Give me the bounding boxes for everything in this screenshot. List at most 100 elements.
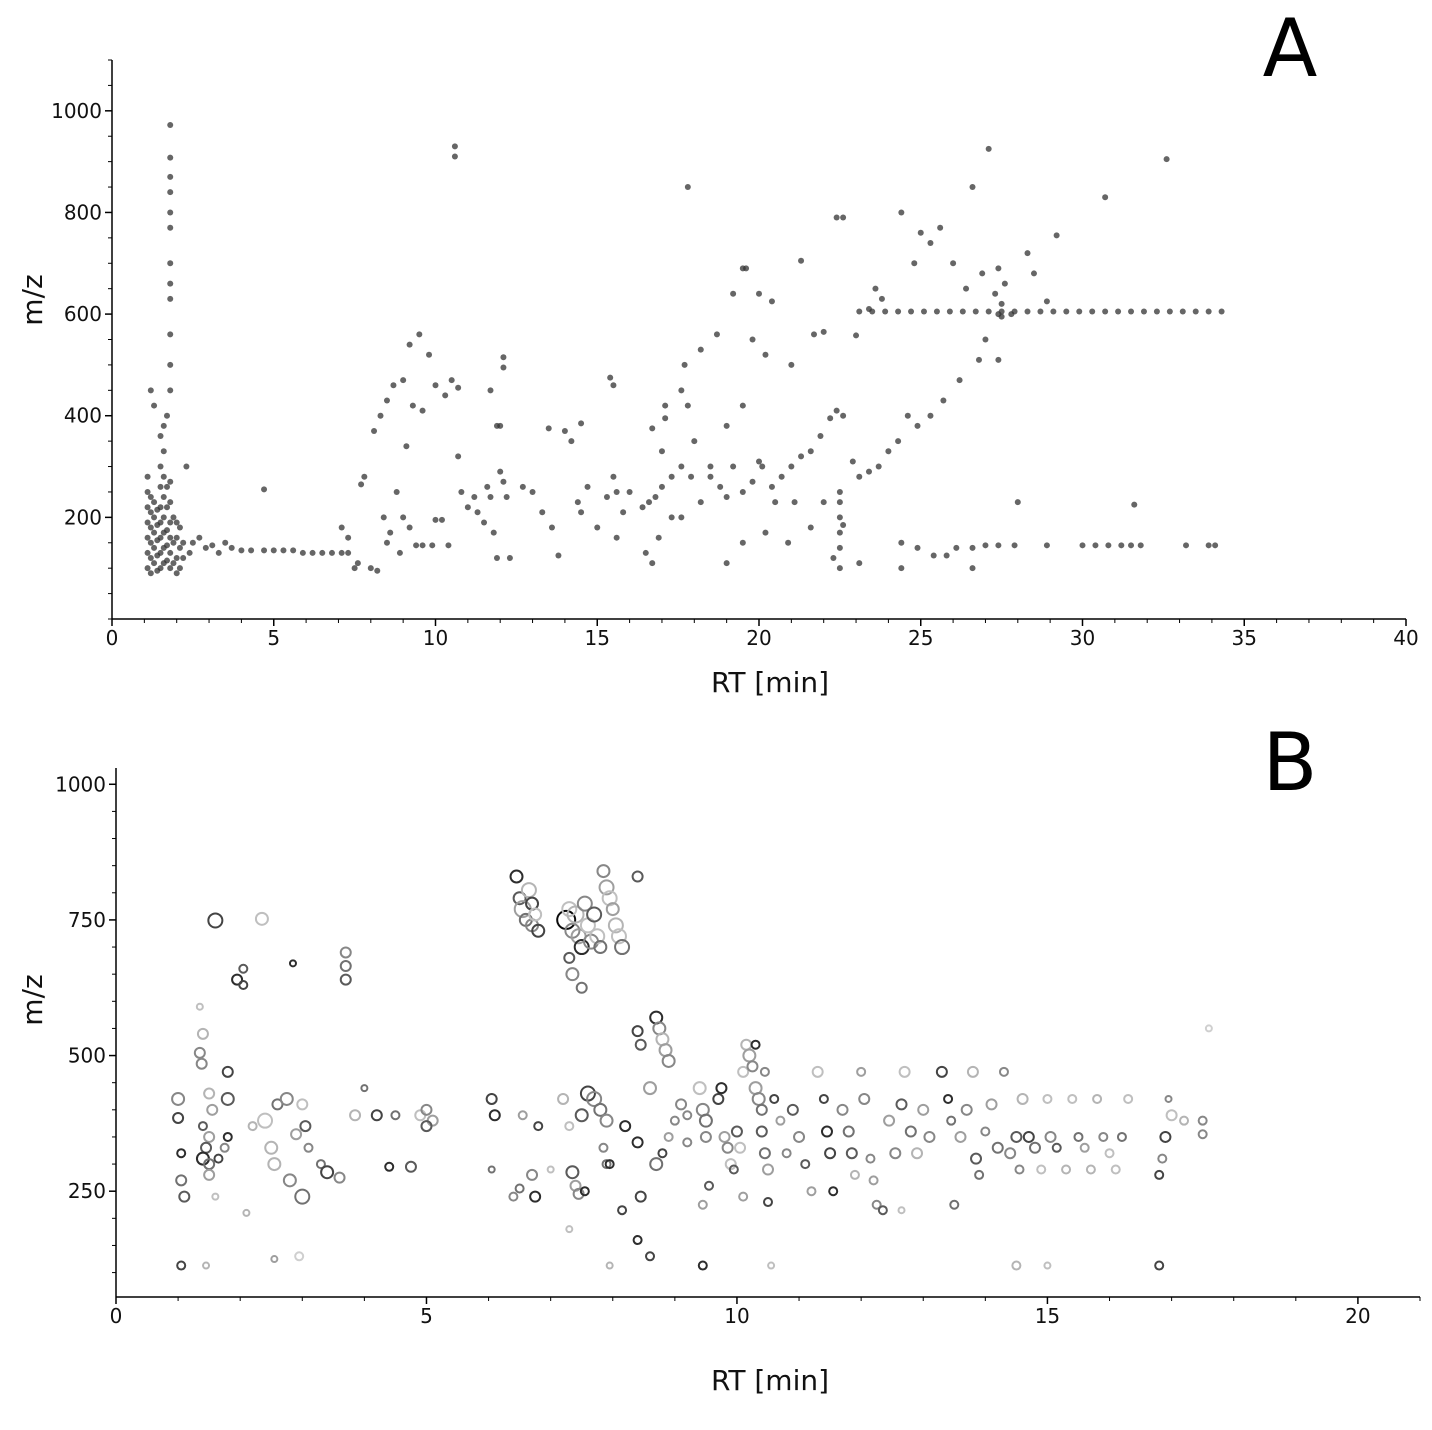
- data-point: [1205, 542, 1212, 549]
- data-point: [882, 308, 889, 315]
- x-tick-label: 35: [1232, 626, 1257, 650]
- data-point: [827, 415, 834, 422]
- data-point: [707, 463, 714, 470]
- data-point: [895, 1098, 908, 1111]
- data-point: [1001, 280, 1008, 287]
- data-point: [147, 387, 154, 394]
- data-point: [1157, 1153, 1168, 1164]
- data-point: [605, 1261, 614, 1270]
- data-point: [1024, 250, 1031, 257]
- data-point: [144, 504, 151, 511]
- data-point: [195, 1002, 204, 1011]
- data-point: [195, 1057, 208, 1070]
- data-point: [370, 1109, 383, 1122]
- data-point: [658, 483, 665, 490]
- data-point: [384, 1161, 395, 1172]
- data-point: [497, 468, 504, 475]
- data-point: [605, 902, 620, 917]
- data-point: [1030, 270, 1037, 277]
- data-point: [713, 331, 720, 338]
- data-point: [911, 260, 918, 267]
- data-point: [176, 544, 183, 551]
- data-point: [678, 387, 685, 394]
- data-point: [202, 544, 209, 551]
- data-point: [147, 570, 154, 577]
- data-point: [817, 433, 824, 440]
- data-point: [620, 509, 627, 516]
- data-point: [960, 1103, 973, 1116]
- data-point: [345, 534, 352, 541]
- data-point: [798, 453, 805, 460]
- data-point: [995, 542, 1002, 549]
- data-point: [196, 534, 203, 541]
- data-point: [573, 939, 590, 956]
- data-point: [970, 1152, 983, 1165]
- data-point: [396, 549, 403, 556]
- data-point: [176, 565, 183, 572]
- data-point: [539, 509, 546, 516]
- data-point: [669, 1115, 680, 1126]
- data-point: [167, 549, 174, 556]
- data-point: [448, 377, 455, 384]
- data-point: [1204, 1024, 1213, 1033]
- data-point: [270, 1255, 279, 1264]
- data-point: [663, 1131, 674, 1142]
- data-point: [610, 928, 627, 945]
- data-point: [865, 1153, 876, 1164]
- data-point: [617, 1205, 628, 1216]
- x-tick-label: 10: [724, 1304, 749, 1328]
- data-point: [546, 1165, 555, 1174]
- data-point: [715, 1082, 728, 1095]
- data-point: [995, 265, 1002, 272]
- data-point: [868, 1175, 879, 1186]
- data-point: [1014, 1164, 1025, 1175]
- data-point: [1076, 308, 1083, 315]
- data-point: [319, 549, 326, 556]
- data-point: [455, 453, 462, 460]
- data-point: [144, 534, 151, 541]
- data-point: [160, 494, 167, 501]
- data-point: [739, 402, 746, 409]
- data-point: [565, 1225, 574, 1234]
- data-point: [614, 939, 631, 956]
- data-point: [442, 392, 449, 399]
- data-point: [920, 308, 927, 315]
- data-point: [203, 1168, 216, 1181]
- data-point: [1010, 1130, 1023, 1143]
- data-point: [594, 524, 601, 531]
- data-point: [167, 331, 174, 338]
- data-point: [697, 346, 704, 353]
- data-point: [682, 1137, 693, 1148]
- data-point: [563, 951, 576, 964]
- data-point: [1043, 298, 1050, 305]
- data-point: [419, 407, 426, 414]
- data-point: [178, 1190, 191, 1203]
- data-point: [914, 544, 921, 551]
- data-point: [167, 534, 174, 541]
- data-point: [836, 488, 843, 495]
- data-point: [173, 534, 180, 541]
- data-point: [810, 331, 817, 338]
- data-point: [853, 332, 860, 339]
- data-point: [533, 1121, 544, 1132]
- data-point: [383, 539, 390, 546]
- data-point: [652, 494, 659, 501]
- data-point: [257, 1112, 274, 1129]
- data-point: [176, 524, 183, 531]
- data-point: [807, 448, 814, 455]
- data-point: [351, 565, 358, 572]
- data-point: [387, 529, 394, 536]
- data-point: [778, 473, 785, 480]
- data-point: [429, 542, 436, 549]
- data-point: [756, 290, 762, 297]
- data-point: [455, 384, 462, 391]
- data-point: [658, 448, 665, 455]
- data-point: [578, 509, 585, 516]
- data-point: [589, 928, 606, 945]
- data-point: [675, 1098, 688, 1111]
- data-point: [163, 542, 170, 549]
- data-point: [203, 1087, 216, 1100]
- y-tick-label: 500: [68, 1044, 106, 1068]
- data-point: [749, 478, 756, 485]
